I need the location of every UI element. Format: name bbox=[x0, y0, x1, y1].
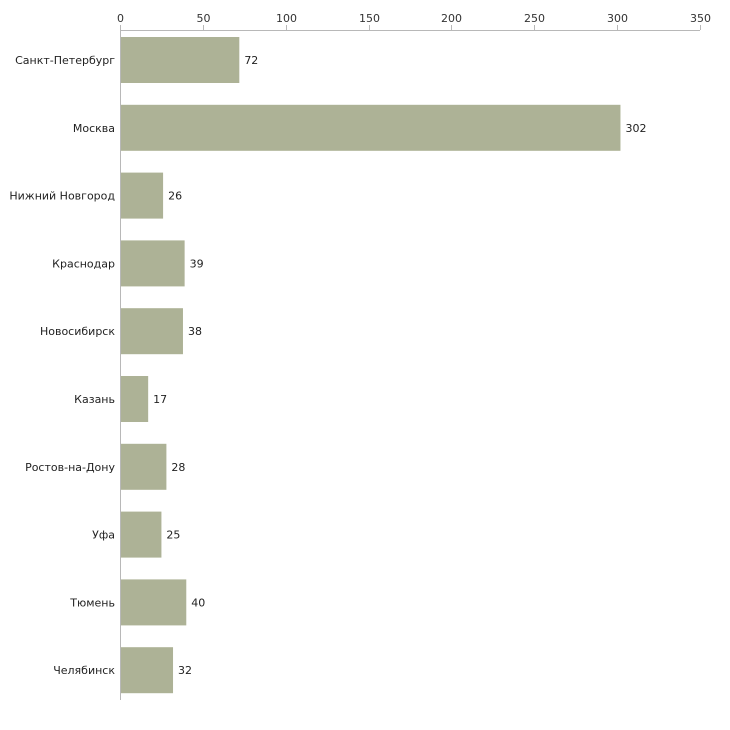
bar bbox=[121, 579, 187, 626]
value-label: 26 bbox=[168, 190, 182, 203]
x-tick-label: 150 bbox=[359, 12, 380, 25]
category-labels: Санкт-Петербург Москва Нижний Новгород Крас… bbox=[9, 54, 115, 677]
x-tick-label: 200 bbox=[441, 12, 462, 25]
bar bbox=[121, 240, 185, 287]
x-tick-label: 250 bbox=[524, 12, 545, 25]
category-label: Уфа bbox=[92, 529, 115, 542]
category-label: Казань bbox=[74, 393, 115, 406]
value-labels: 72 302 26 39 38 17 28 25 40 32 bbox=[153, 54, 646, 677]
x-tick-label: 100 bbox=[276, 12, 297, 25]
category-label: Санкт-Петербург bbox=[15, 54, 115, 67]
x-tick-label: 350 bbox=[690, 12, 711, 25]
x-tick-label: 0 bbox=[117, 12, 124, 25]
category-label: Краснодар bbox=[52, 257, 115, 270]
category-label: Тюмень bbox=[69, 596, 115, 609]
value-label: 39 bbox=[190, 257, 204, 270]
value-label: 25 bbox=[166, 529, 180, 542]
bar bbox=[121, 376, 149, 422]
bar bbox=[121, 511, 162, 558]
x-tick-label: 300 bbox=[607, 12, 628, 25]
bar bbox=[121, 308, 183, 355]
bar bbox=[121, 37, 240, 83]
bars bbox=[121, 37, 621, 694]
value-label: 38 bbox=[188, 325, 202, 338]
category-label: Москва bbox=[73, 122, 115, 135]
category-label: Нижний Новгород bbox=[9, 190, 115, 203]
x-tick-label: 50 bbox=[197, 12, 211, 25]
category-label: Ростов-на-Дону bbox=[25, 461, 115, 474]
bar bbox=[121, 104, 621, 151]
x-axis: 0 50 100 150 200 250 300 350 bbox=[117, 12, 711, 30]
bar bbox=[121, 443, 167, 490]
value-label: 40 bbox=[191, 596, 205, 609]
category-label: Новосибирск bbox=[40, 325, 115, 338]
value-label: 17 bbox=[153, 393, 167, 406]
value-label: 28 bbox=[171, 461, 185, 474]
value-label: 72 bbox=[244, 54, 258, 67]
category-label: Челябинск bbox=[53, 664, 115, 677]
value-label: 302 bbox=[625, 122, 646, 135]
bar bbox=[121, 647, 174, 694]
value-label: 32 bbox=[178, 664, 192, 677]
bar bbox=[121, 172, 164, 219]
